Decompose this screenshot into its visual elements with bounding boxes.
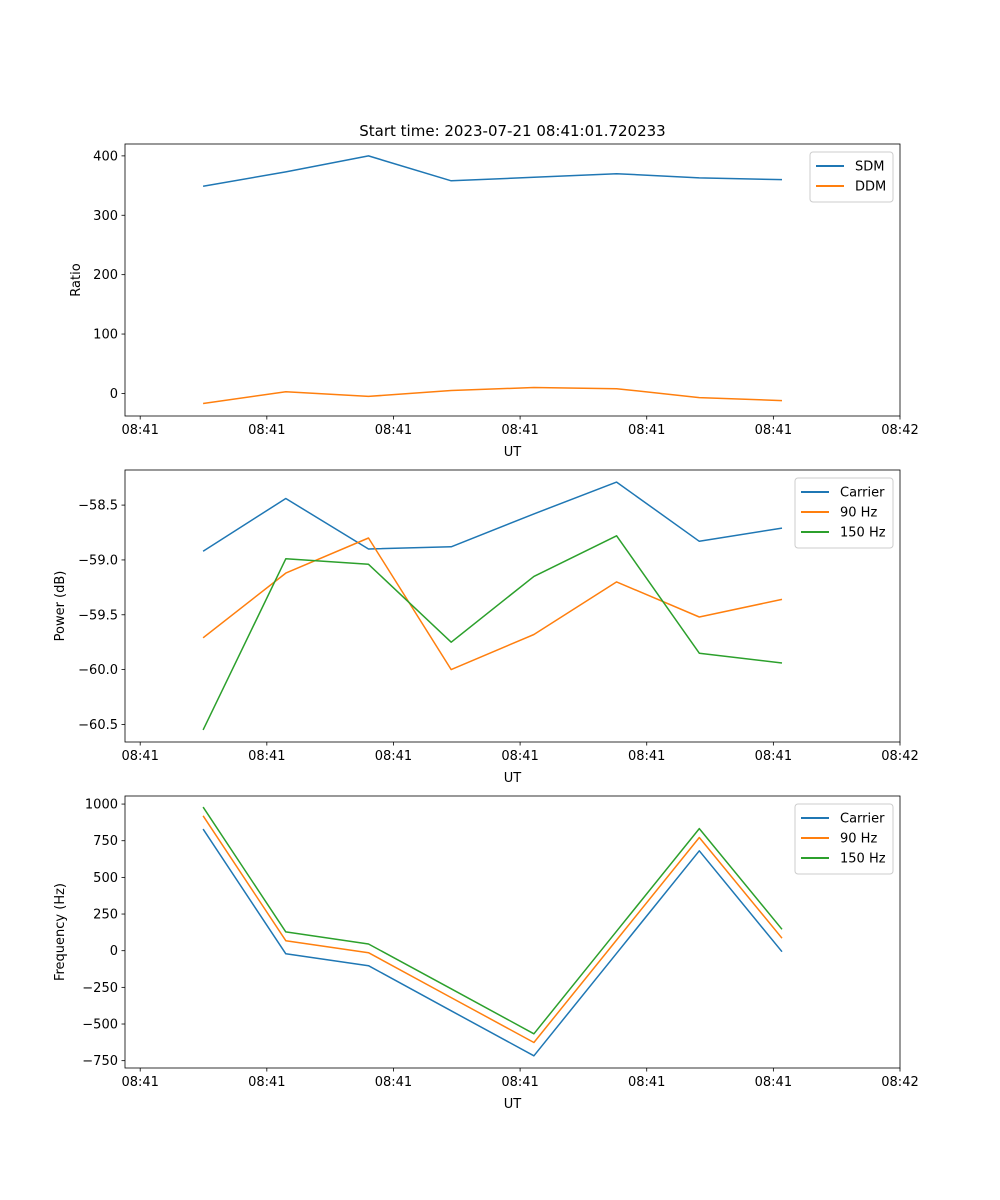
y-tick-label: 0: [110, 387, 118, 402]
x-tick-label: 08:42: [881, 1075, 918, 1090]
y-tick-label: −58.5: [78, 499, 118, 514]
axes-frame: [124, 143, 901, 417]
series-line-150-hz: [202, 806, 783, 1035]
x-tick-label: 08:42: [881, 749, 918, 764]
legend: Carrier 90 Hz 150 Hz: [794, 477, 894, 549]
x-tick-label: 08:41: [375, 423, 412, 438]
subplot-3: 08:41 08:41 08:41 08:41 08:41 08:41 08:42 −750 −…: [53, 795, 919, 1112]
y-tick-label: 400: [93, 149, 118, 164]
y-tick-label: −500: [82, 1018, 118, 1033]
x-tick-label: 08:41: [375, 1075, 412, 1090]
legend: Carrier 90 Hz 150 Hz: [794, 803, 894, 875]
axes-frame: [124, 469, 901, 743]
legend-label: 90 Hz: [840, 506, 877, 521]
x-tick-label: 08:41: [121, 423, 158, 438]
series-line-sdm: [202, 155, 783, 187]
legend-label: 90 Hz: [840, 832, 877, 847]
x-tick-label: 08:41: [755, 749, 792, 764]
legend-label: SDM: [855, 160, 884, 175]
legend-label: Carrier: [840, 812, 885, 827]
legend-label: 150 Hz: [840, 852, 886, 867]
x-axis-label: UT: [504, 445, 522, 460]
legend-box: [809, 151, 894, 203]
x-tick-label: 08:41: [375, 749, 412, 764]
subplot-1: 08:41 08:41 08:41 08:41 08:41 08:41 08:42 0 100 2…: [69, 143, 919, 460]
x-tick-label: 08:41: [248, 749, 285, 764]
series-line-carrier: [202, 828, 783, 1057]
series-line-ddm: [202, 386, 783, 405]
series-line-90-hz: [202, 815, 783, 1044]
x-tick-label: 08:41: [248, 423, 285, 438]
legend-box: [794, 477, 894, 549]
x-tick-label: 08:42: [881, 423, 918, 438]
x-tick-label: 08:41: [121, 1075, 158, 1090]
x-tick-label: 08:41: [501, 1075, 538, 1090]
y-tick-label: −60.5: [78, 718, 118, 733]
legend-label: DDM: [855, 180, 886, 195]
legend-box: [794, 803, 894, 875]
series-line-carrier: [202, 481, 783, 552]
y-tick-label: 0: [110, 944, 118, 959]
x-tick-label: 08:41: [628, 749, 665, 764]
y-tick-label: 500: [93, 871, 118, 886]
y-tick-label: 300: [93, 209, 118, 224]
axes-frame: [124, 795, 901, 1069]
y-tick-label: −59.0: [78, 553, 118, 568]
x-axis-label: UT: [504, 1097, 522, 1112]
y-tick-label: 200: [93, 268, 118, 283]
series-line-150-hz: [202, 535, 783, 731]
y-tick-label: 250: [93, 908, 118, 923]
x-tick-label: 08:41: [248, 1075, 285, 1090]
y-tick-label: 100: [93, 328, 118, 343]
series-line-90-hz: [202, 537, 783, 671]
y-tick-label: −60.0: [78, 663, 118, 678]
x-tick-label: 08:41: [755, 1075, 792, 1090]
x-tick-label: 08:41: [628, 423, 665, 438]
x-axis-label: UT: [504, 771, 522, 786]
y-tick-label: 1000: [85, 798, 118, 813]
y-axis-label: Power (dB): [53, 571, 68, 642]
x-tick-label: 08:41: [501, 749, 538, 764]
y-tick-label: −750: [82, 1054, 118, 1069]
y-axis-label: Ratio: [69, 263, 84, 296]
subplot-2: 08:41 08:41 08:41 08:41 08:41 08:41 08:42 −60.5…: [53, 469, 919, 786]
x-tick-label: 08:41: [755, 423, 792, 438]
y-tick-label: 750: [93, 834, 118, 849]
y-tick-label: −250: [82, 981, 118, 996]
legend: SDM DDM: [809, 151, 894, 203]
x-tick-label: 08:41: [628, 1075, 665, 1090]
legend-label: Carrier: [840, 486, 885, 501]
x-tick-label: 08:41: [501, 423, 538, 438]
chart-title: Start time: 2023-07-21 08:41:01.720233: [359, 122, 665, 140]
legend-label: 150 Hz: [840, 526, 886, 541]
y-axis-label: Frequency (Hz): [53, 883, 68, 981]
x-tick-label: 08:41: [121, 749, 158, 764]
y-tick-label: −59.5: [78, 608, 118, 623]
